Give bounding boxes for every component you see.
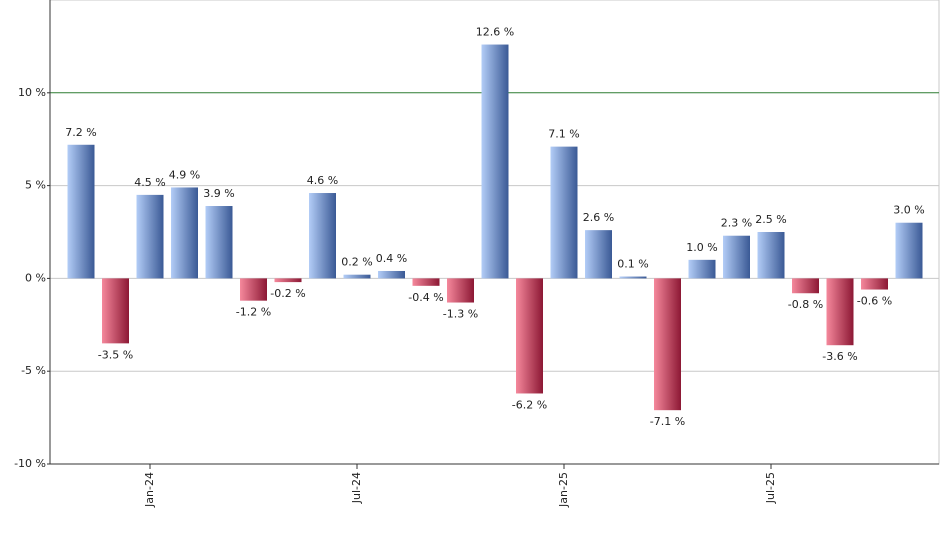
value-label: 4.5 % [134,176,165,189]
value-label: 4.6 % [307,174,338,187]
bar [343,274,371,279]
value-label: 0.1 % [617,258,648,271]
value-label: -1.3 % [443,308,478,321]
value-label: 7.1 % [548,128,579,141]
value-label: 2.5 % [755,213,786,226]
value-label: -6.2 % [512,398,547,411]
y-tick-label: 0 % [25,271,46,284]
y-tick-label: 5 % [25,179,46,192]
value-label: -0.2 % [270,287,305,300]
bar [792,278,819,294]
y-tick-label: -10 % [14,457,46,470]
bar [309,193,336,279]
bar [447,278,474,303]
bar [723,235,750,279]
bar [412,278,440,286]
value-label: -0.4 % [408,291,443,304]
y-tick-label: 10 % [18,86,46,99]
y-tick-label: -5 % [21,364,46,377]
value-label: -1.2 % [236,306,271,319]
value-label: 2.6 % [583,211,614,224]
bar [102,278,129,344]
bar [240,278,267,301]
value-label: 12.6 % [476,26,514,39]
value-label: 3.9 % [203,187,234,200]
bar [826,278,854,346]
value-label: -7.1 % [650,415,685,428]
value-label: 4.9 % [169,168,200,181]
bar [550,146,578,279]
value-label: 0.4 % [376,252,407,265]
bar [274,278,302,283]
x-tick-label: Jan-25 [557,472,570,508]
value-label: -3.6 % [822,350,857,363]
bar [171,187,198,279]
bar [378,270,405,279]
x-tick-label: Jan-24 [143,472,156,508]
value-label: -0.8 % [788,298,823,311]
bar [481,44,509,279]
bar [619,276,647,279]
bar [895,222,923,279]
bar [585,230,612,279]
bar [67,144,95,279]
bar [205,206,233,279]
bar [861,278,888,290]
value-label: 2.3 % [721,217,752,230]
x-tick-label: Jul-25 [764,472,777,504]
value-label: 3.0 % [893,204,924,217]
bar [688,259,716,279]
bar [516,278,543,394]
value-label: 0.2 % [341,256,372,269]
value-label: -3.5 % [98,348,133,361]
value-label: 7.2 % [65,126,96,139]
bar [136,194,164,279]
bar [654,278,681,411]
value-label: -0.6 % [857,295,892,308]
bar [757,232,785,279]
x-tick-label: Jul-24 [350,472,363,504]
value-label: 1.0 % [686,241,717,254]
